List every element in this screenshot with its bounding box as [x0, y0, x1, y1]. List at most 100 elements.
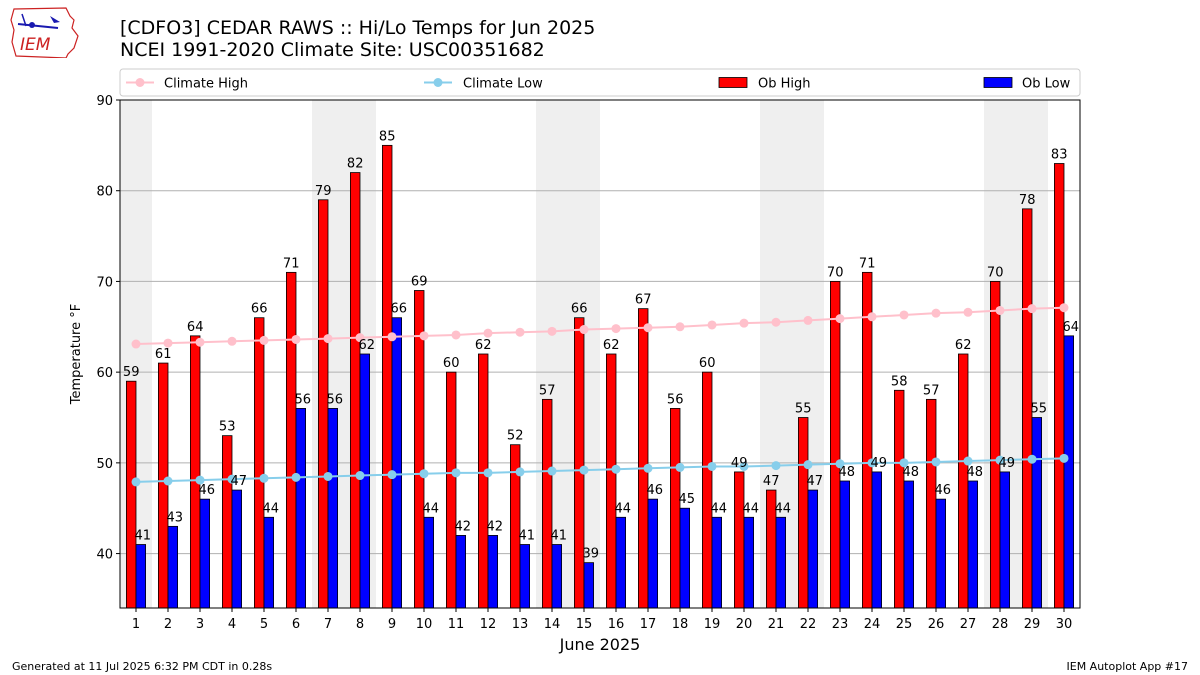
ob-low-label: 56: [327, 392, 344, 407]
legend-climate-high: Climate High: [164, 77, 248, 92]
climate-high-point: [579, 325, 589, 335]
climate-low-point: [995, 455, 1005, 465]
ob-high-label: 57: [539, 383, 556, 398]
ob-high-label: 58: [891, 374, 908, 389]
legend-climate-low-marker: [433, 78, 443, 87]
x-tick-label: 3: [196, 617, 204, 632]
ob-high-bar: [126, 380, 137, 609]
x-tick-label: 22: [800, 617, 817, 632]
iem-logo: IEM: [8, 6, 82, 62]
x-tick-label: 5: [260, 617, 268, 632]
ob-low-bar: [455, 535, 467, 609]
ob-high-label: 69: [411, 275, 428, 290]
title-line-1: [CDFO3] CEDAR RAWS :: Hi/Lo Temps for Ju…: [120, 17, 596, 39]
ob-low-bar: [999, 471, 1011, 609]
climate-high-point: [1027, 304, 1037, 314]
x-tick-label: 2: [164, 617, 172, 632]
ob-low-label: 44: [615, 501, 632, 516]
x-tick-label: 14: [544, 617, 561, 632]
climate-high-point: [931, 308, 941, 318]
y-tick-label: 50: [96, 457, 113, 472]
climate-high-point: [291, 334, 301, 344]
ob-low-label: 56: [295, 392, 312, 407]
ob-low-bar: [743, 516, 755, 609]
ob-low-bar: [391, 317, 403, 609]
ob-high-bar: [798, 417, 809, 609]
ob-high-bar: [477, 353, 489, 609]
ob-low-label: 41: [135, 529, 152, 544]
climate-high-point: [899, 310, 909, 320]
ob-low-label: 44: [263, 501, 280, 516]
legend-ob-high: Ob High: [758, 77, 811, 92]
footer-generated: Generated at 11 Jul 2025 6:32 PM CDT in …: [12, 660, 273, 673]
ob-high-bar: [542, 398, 553, 609]
ob-low-bar: [583, 562, 595, 609]
y-tick-label: 60: [96, 366, 113, 381]
x-tick-label: 9: [388, 617, 396, 632]
climate-low-point: [131, 477, 141, 487]
climate-high-point: [547, 326, 557, 336]
ob-high-bar: [990, 281, 1001, 609]
ob-low-label: 48: [967, 465, 984, 480]
ob-high-label: 62: [475, 338, 492, 353]
climate-low-point: [515, 467, 525, 477]
climate-low-point: [835, 459, 845, 469]
x-tick-label: 10: [416, 617, 433, 632]
ob-high-label: 61: [155, 347, 172, 362]
ob-low-bar: [647, 498, 659, 609]
climate-high-point: [1059, 303, 1069, 313]
ob-low-bar: [839, 480, 851, 609]
ob-low-label: 46: [647, 483, 664, 498]
x-axis-label: June 2025: [559, 635, 641, 654]
ob-high-label: 82: [347, 157, 364, 172]
climate-high-point: [995, 305, 1005, 315]
ob-low-bar: [263, 516, 275, 609]
ob-low-bar: [679, 507, 691, 609]
climate-low-point: [419, 469, 429, 479]
ob-low-label: 55: [1031, 402, 1048, 417]
climate-low-point: [675, 462, 685, 472]
x-tick-label: 7: [324, 617, 332, 632]
climate-low-point: [899, 458, 909, 468]
climate-low-point: [1059, 453, 1069, 463]
climate-high-point: [611, 324, 621, 334]
climate-high-point: [643, 323, 653, 333]
ob-low-bar: [551, 544, 563, 609]
climate-high-point: [419, 331, 429, 341]
ob-high-bar: [830, 281, 841, 609]
climate-low-point: [483, 468, 493, 478]
climate-low-point: [963, 456, 973, 466]
ob-low-label: 42: [487, 519, 504, 534]
ob-high-label: 55: [795, 402, 812, 417]
climate-high-point: [323, 334, 333, 344]
ob-low-bar: [423, 516, 435, 609]
ob-low-bar: [1063, 335, 1075, 609]
climate-high-point: [131, 339, 141, 349]
x-tick-label: 30: [1056, 617, 1073, 632]
climate-low-point: [579, 465, 589, 475]
ob-high-label: 85: [379, 129, 396, 144]
ob-low-label: 47: [231, 474, 248, 489]
ob-low-bar: [199, 498, 211, 609]
x-tick-label: 18: [672, 617, 689, 632]
climate-high-point: [707, 320, 717, 330]
ob-high-label: 53: [219, 420, 236, 435]
climate-high-point: [227, 336, 237, 346]
ob-low-bar: [519, 544, 531, 609]
ob-high-label: 79: [315, 184, 332, 199]
ob-high-bar: [958, 353, 969, 609]
x-tick-label: 20: [736, 617, 753, 632]
ob-high-bar: [189, 335, 201, 609]
logo-text: IEM: [20, 35, 51, 55]
x-tick-label: 29: [1024, 617, 1041, 632]
ob-low-label: 46: [199, 483, 216, 498]
ob-high-label: 71: [859, 256, 876, 271]
ob-high-bar: [1054, 163, 1065, 609]
climate-low-point: [707, 461, 717, 471]
climate-high-point: [835, 314, 845, 324]
ob-low-bar: [967, 480, 979, 609]
x-tick-label: 27: [960, 617, 977, 632]
legend-ob-low-swatch: [983, 77, 1013, 88]
ob-low-label: 64: [1063, 320, 1080, 335]
